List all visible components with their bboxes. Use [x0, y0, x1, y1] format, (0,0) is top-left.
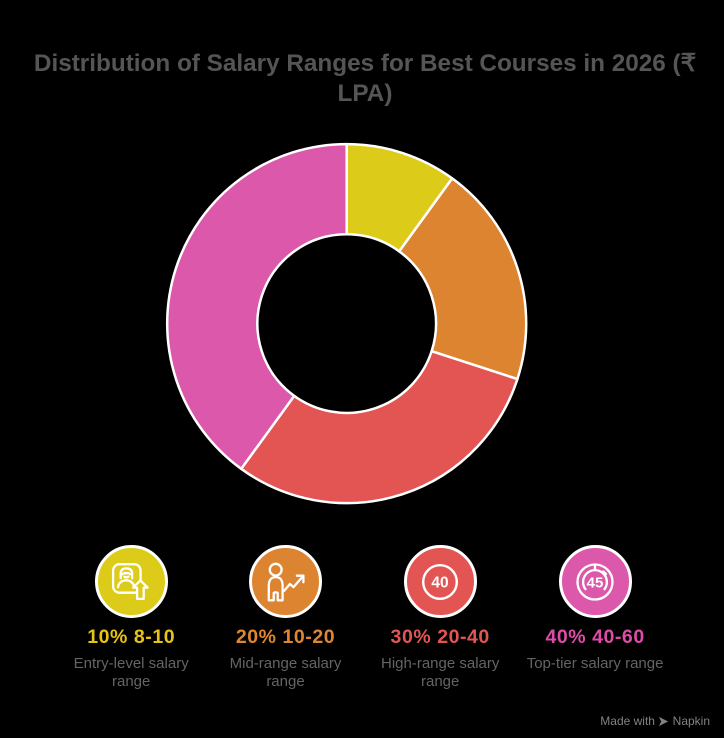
svg-text:40: 40 — [432, 574, 449, 591]
svg-text:45: 45 — [587, 574, 604, 591]
